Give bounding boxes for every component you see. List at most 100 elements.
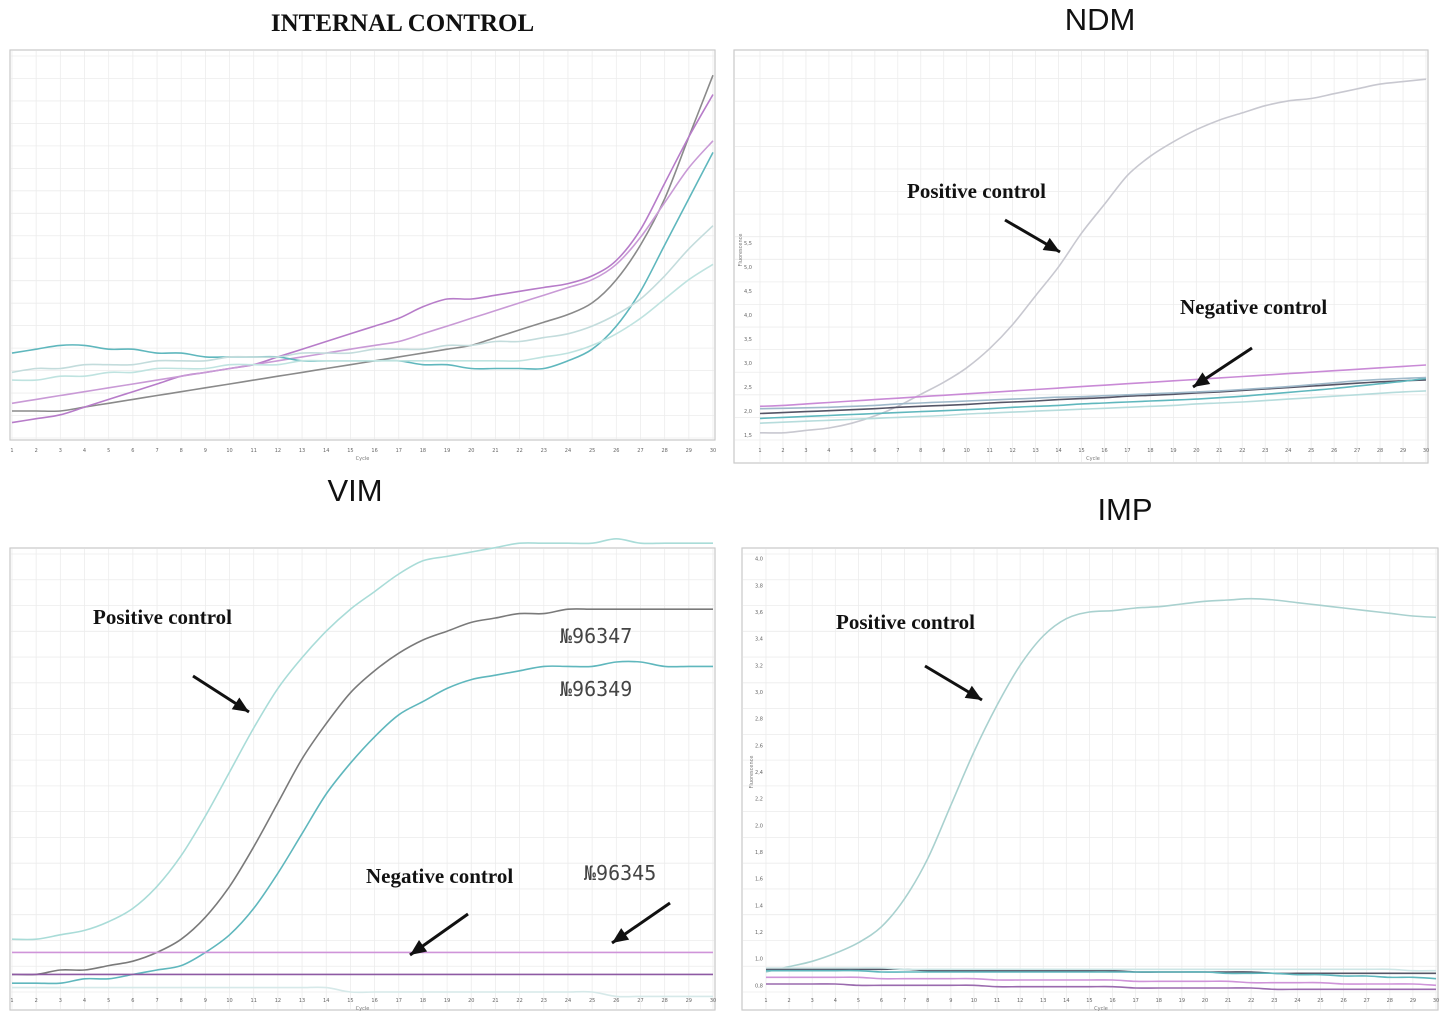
x-tick-label: 26 <box>1340 998 1346 1004</box>
x-tick-label: 18 <box>420 448 426 454</box>
y-tick-label: 2,0 <box>755 823 763 829</box>
x-tick-label: 2 <box>788 998 791 1004</box>
imp-series-line-1 <box>765 597 1437 973</box>
x-tick-label: 29 <box>686 448 692 454</box>
x-tick-label: 18 <box>1156 998 1162 1004</box>
x-tick-label: 12 <box>1017 998 1023 1004</box>
y-tick-label: 3,0 <box>755 690 763 696</box>
x-tick-label: 21 <box>492 448 498 454</box>
x-tick-label: 18 <box>420 998 426 1004</box>
x-tick-label: 5 <box>107 448 110 454</box>
y-tick-label: 2,4 <box>755 770 763 776</box>
x-tick-label: 21 <box>1216 448 1222 454</box>
imp-series-line-2 <box>766 968 1436 975</box>
x-tick-label: 19 <box>444 998 450 1004</box>
x-tick-label: 13 <box>1040 998 1046 1004</box>
y-tick-label: 5,5 <box>744 241 752 247</box>
x-tick-label: 11 <box>251 448 257 454</box>
vim-series-line-1 <box>11 537 713 941</box>
x-tick-label: 15 <box>347 448 353 454</box>
x-tick-label: 4 <box>83 998 86 1004</box>
x-tick-label: 12 <box>1009 448 1015 454</box>
x-tick-label: 17 <box>1132 998 1138 1004</box>
x-tick-label: 4 <box>83 448 86 454</box>
ndm-series-line-6 <box>759 376 1427 410</box>
ndm-grid <box>735 51 1427 462</box>
chart-title-vim: VIM <box>327 473 383 508</box>
y-tick-label: 4,0 <box>755 557 763 563</box>
x-tick-label: 30 <box>710 998 716 1004</box>
x-tick-label: 6 <box>131 998 134 1004</box>
x-tick-label: 22 <box>1248 998 1254 1004</box>
y-tick-label: 3,0 <box>744 361 752 367</box>
x-tick-label: 24 <box>1294 998 1300 1004</box>
internal-control-series-line-3 <box>11 140 714 405</box>
x-tick-label: 11 <box>994 998 1000 1004</box>
x-tick-label: 1 <box>758 448 761 454</box>
x-tick-label: 17 <box>396 448 402 454</box>
y-tick-label: 1,8 <box>755 850 763 856</box>
x-tick-label: 10 <box>226 998 232 1004</box>
ndm-y-axis-label: Fluorescence <box>738 234 744 267</box>
x-tick-label: 15 <box>1086 998 1092 1004</box>
x-tick-label: 24 <box>565 998 571 1004</box>
x-tick-label: 30 <box>1433 998 1439 1004</box>
x-tick-label: 25 <box>589 448 595 454</box>
annotation-label: №96345 <box>584 861 656 885</box>
x-tick-label: 28 <box>1377 448 1383 454</box>
imp-series-line-4 <box>766 976 1437 987</box>
x-tick-label: 27 <box>1364 998 1370 1004</box>
x-tick-label: 5 <box>857 998 860 1004</box>
x-tick-label: 10 <box>971 998 977 1004</box>
y-tick-label: 5,0 <box>744 265 752 271</box>
internal-control-grid <box>11 51 714 439</box>
x-tick-label: 14 <box>1055 448 1061 454</box>
x-tick-label: 23 <box>541 448 547 454</box>
imp-series-line-3 <box>765 969 1437 980</box>
x-tick-label: 4 <box>834 998 837 1004</box>
y-tick-label: 1,4 <box>755 903 763 909</box>
x-tick-label: 3 <box>59 998 62 1004</box>
x-tick-label: 15 <box>1078 448 1084 454</box>
x-tick-label: 10 <box>964 448 970 454</box>
chart-title-imp: IMP <box>1097 492 1153 527</box>
x-tick-label: 16 <box>371 998 377 1004</box>
internal-control-series-line-1 <box>11 74 714 413</box>
x-tick-label: 10 <box>226 448 232 454</box>
x-tick-label: 30 <box>710 448 716 454</box>
x-tick-label: 20 <box>1193 448 1199 454</box>
annotation-label: №96349 <box>560 677 632 701</box>
ndm-x-axis-label: Cycle <box>1086 456 1100 462</box>
y-tick-label: 3,6 <box>755 610 763 616</box>
x-tick-label: 2 <box>781 448 784 454</box>
x-tick-label: 16 <box>371 448 377 454</box>
x-tick-label: 21 <box>492 998 498 1004</box>
x-tick-label: 8 <box>180 448 183 454</box>
x-tick-label: 14 <box>323 448 329 454</box>
x-tick-label: 28 <box>661 998 667 1004</box>
annotation-arrowhead-icon <box>231 697 249 712</box>
internal-control-panel: 1 2 3 4 5 6 7 8 9 10 11 12 13 14 15 16 17 18 19 20 21 22 23 24 2… <box>9 49 716 462</box>
x-tick-label: 29 <box>1400 448 1406 454</box>
x-tick-label: 1 <box>764 998 767 1004</box>
x-tick-label: 27 <box>1354 448 1360 454</box>
x-tick-label: 9 <box>949 998 952 1004</box>
y-tick-label: 2,2 <box>755 797 763 803</box>
internal-control-x-axis-label: Cycle <box>356 456 370 462</box>
internal-control-series-line-2 <box>11 94 714 424</box>
x-tick-label: 7 <box>155 448 158 454</box>
imp-x-axis-label: Cycle <box>1094 1006 1108 1012</box>
y-tick-label: 1,2 <box>755 930 763 936</box>
annotation-label: Positive control <box>907 179 1046 203</box>
x-tick-label: 12 <box>275 448 281 454</box>
ndm-series-line-2 <box>759 364 1427 408</box>
x-tick-label: 25 <box>1308 448 1314 454</box>
x-tick-label: 24 <box>565 448 571 454</box>
y-tick-label: 3,8 <box>755 583 763 589</box>
x-tick-label: 16 <box>1109 998 1115 1004</box>
annotation-label: Negative control <box>1180 295 1327 319</box>
x-tick-label: 26 <box>1331 448 1337 454</box>
x-tick-label: 25 <box>1317 998 1323 1004</box>
x-tick-label: 1 <box>10 448 13 454</box>
y-tick-label: 4,0 <box>744 313 752 319</box>
